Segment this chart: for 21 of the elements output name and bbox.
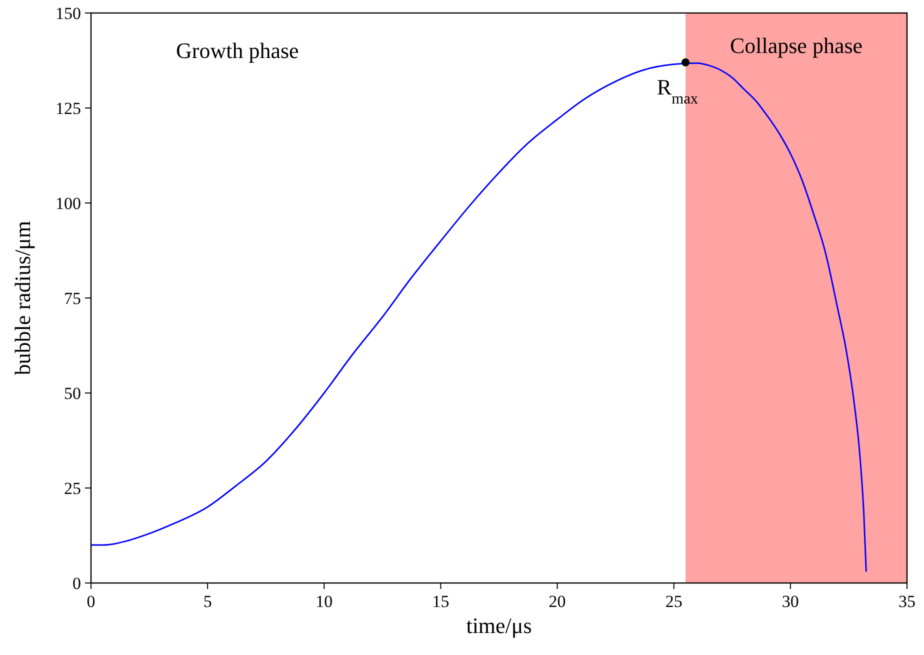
y-tick-label: 100: [56, 194, 81, 213]
x-tick-label: 5: [203, 592, 212, 611]
y-tick-label: 75: [64, 288, 81, 308]
x-tick-label: 20: [548, 592, 566, 611]
y-tick-label: 50: [64, 384, 81, 403]
x-tick-label: 0: [86, 592, 96, 611]
x-tick-label: 35: [898, 592, 916, 611]
x-tick-label: 10: [316, 592, 333, 611]
x-tick-label: 15: [432, 592, 450, 611]
band-label: Collapse phase: [730, 33, 863, 58]
y-tick-label: 150: [56, 4, 81, 23]
x-axis-title: time/μs: [466, 613, 532, 638]
y-tick-label: 0: [72, 574, 81, 593]
annotation: R$_{max}$: [656, 74, 698, 107]
line-series: [90, 62, 867, 572]
y-tick-label: 25: [64, 478, 81, 498]
x-tick-label: 25: [665, 592, 682, 611]
annotation: Growth phase: [176, 38, 299, 63]
y-axis-title: bubble radius/μm: [10, 220, 35, 376]
x-tick-label: 30: [782, 592, 799, 611]
y-tick-label: 125: [56, 98, 81, 118]
